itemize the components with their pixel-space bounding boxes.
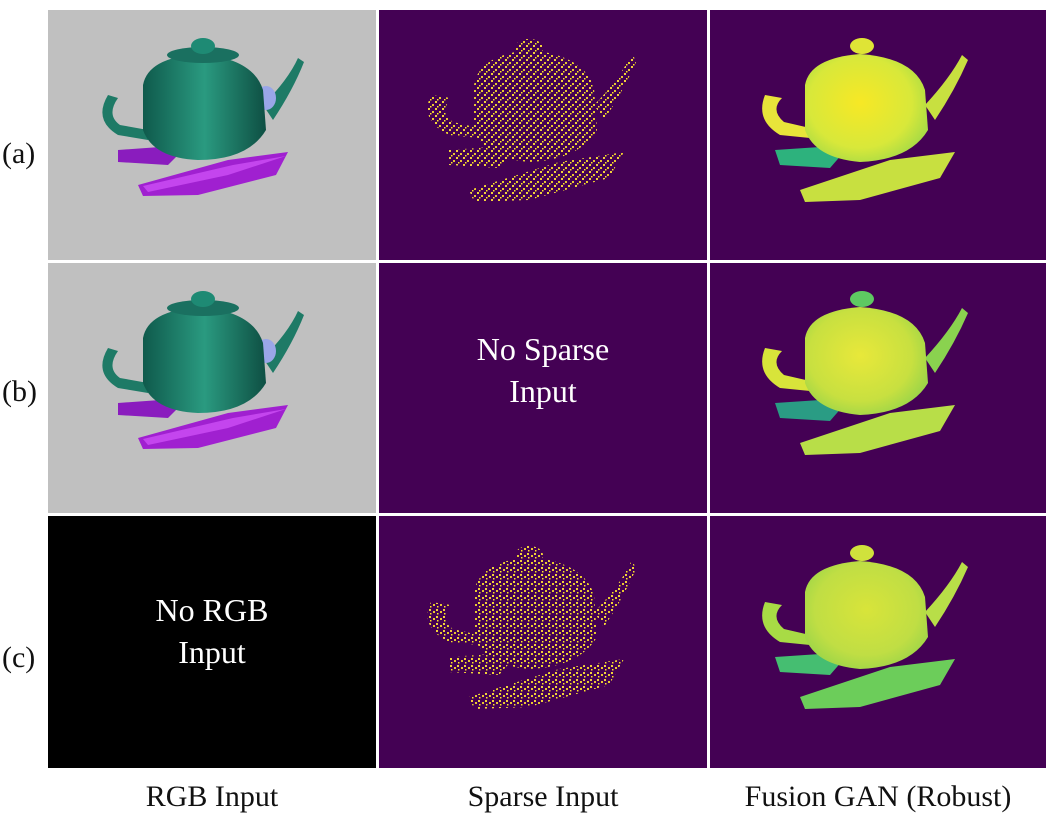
rgb-input-a xyxy=(48,10,376,260)
teapot-rgb-image xyxy=(102,38,304,196)
teapot-rgb-image xyxy=(102,291,304,449)
fusion-output-b xyxy=(710,263,1046,513)
rgb-input-c-missing: No RGB Input xyxy=(48,516,376,768)
column-label-rgb: RGB Input xyxy=(145,780,279,813)
image-grid: No Sparse Input No RGB Input xyxy=(48,10,1046,768)
no-rgb-line2: Input xyxy=(178,633,246,670)
sparse-points-image xyxy=(427,39,637,202)
fusion-output-c xyxy=(710,516,1046,768)
fusion-output-a xyxy=(710,10,1046,260)
sparse-input-b-missing: No Sparse Input xyxy=(379,263,707,513)
column-label-fusion: Fusion GAN (Robust) xyxy=(744,780,1012,813)
fusion-depth-image xyxy=(762,38,968,202)
no-sparse-line1: No Sparse xyxy=(476,331,610,367)
row-label-b: (b) xyxy=(2,375,37,408)
sparse-points-image xyxy=(427,546,637,709)
sparse-input-c xyxy=(379,516,707,768)
fusion-depth-image xyxy=(762,545,968,709)
no-sparse-line2: Input xyxy=(509,372,577,409)
sparse-input-a xyxy=(379,10,707,260)
row-label-c: (c) xyxy=(2,641,36,674)
column-label-sparse: Sparse Input xyxy=(467,780,619,813)
row-label-a: (a) xyxy=(2,137,36,170)
fusion-depth-image xyxy=(762,291,968,455)
rgb-input-b xyxy=(48,263,376,513)
no-rgb-line1: No RGB xyxy=(155,592,269,628)
